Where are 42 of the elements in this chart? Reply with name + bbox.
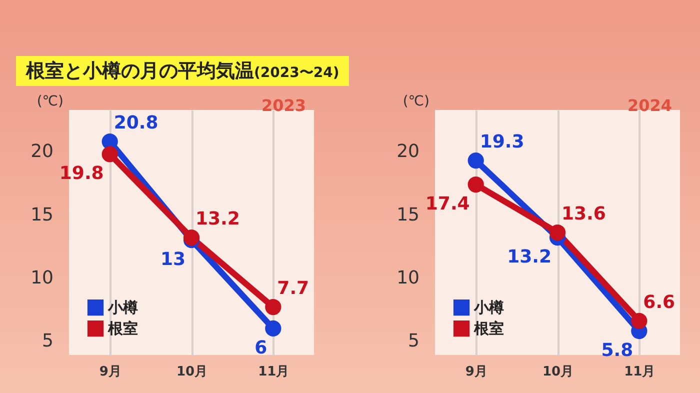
x-tick-label: 9月 — [99, 364, 122, 380]
chart-title: 根室と小樽の月の平均気温(2023〜24) — [16, 56, 350, 86]
y-axis-title: (℃) — [402, 94, 430, 110]
data-label: 20.8 — [114, 112, 158, 134]
legend-label: 根室 — [107, 320, 138, 338]
legend-label: 根室 — [473, 320, 504, 338]
data-label: 13 — [160, 249, 186, 270]
data-label: 5.8 — [601, 340, 634, 362]
x-tick-label: 9月 — [465, 364, 488, 380]
y-tick-label: 10 — [30, 267, 54, 288]
point — [265, 320, 282, 337]
data-label: 13.2 — [507, 246, 552, 268]
y-tick-label: 10 — [396, 267, 420, 288]
y-axis-title: (℃) — [36, 94, 64, 110]
point — [549, 224, 566, 241]
legend-label: 小樽 — [473, 298, 504, 316]
x-tick-label: 10月 — [542, 364, 574, 380]
point — [468, 152, 484, 169]
y-tick-label: 15 — [396, 204, 420, 226]
x-tick-label: 11月 — [624, 364, 656, 380]
x-tick-label: 11月 — [258, 364, 290, 380]
chart-subtitle: 2023 — [261, 96, 306, 115]
data-label: 19.8 — [59, 163, 104, 184]
y-tick-label: 20 — [396, 141, 420, 162]
y-tick-label: 5 — [42, 330, 54, 352]
data-label: 13.6 — [562, 204, 606, 224]
chart-subtitle: 2024 — [627, 96, 672, 115]
point — [265, 298, 282, 316]
data-label: 6 — [254, 337, 268, 358]
point — [468, 176, 484, 193]
y-tick-label: 5 — [408, 330, 420, 352]
data-label: 13.2 — [196, 208, 240, 230]
point — [102, 146, 118, 162]
data-label: 17.4 — [425, 194, 470, 215]
y-tick-label: 15 — [30, 204, 54, 226]
data-label: 6.6 — [643, 292, 676, 313]
point — [631, 312, 648, 329]
y-tick-label: 20 — [30, 141, 54, 162]
data-label: 7.7 — [277, 278, 310, 300]
legend-label: 小樽 — [107, 298, 138, 316]
data-label: 19.3 — [480, 132, 524, 153]
x-tick-label: 10月 — [176, 364, 208, 380]
